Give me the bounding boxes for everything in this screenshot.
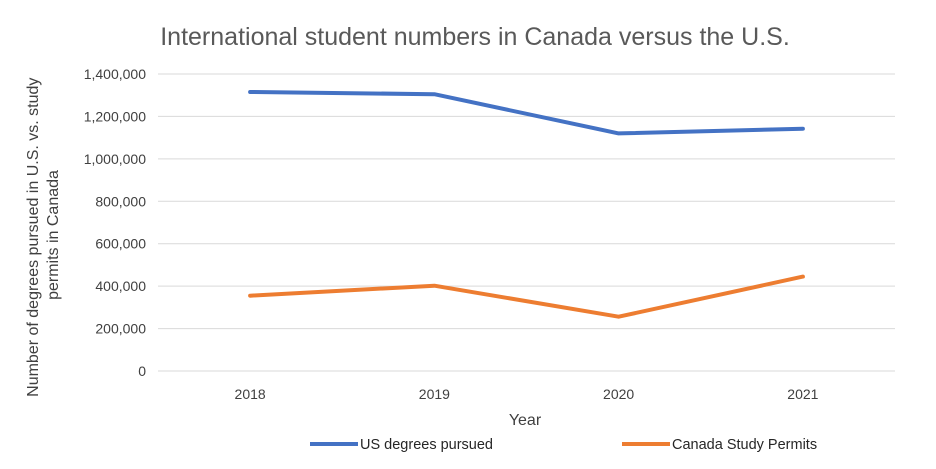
y-tick-label: 600,000 bbox=[95, 236, 146, 252]
y-tick-label: 1,400,000 bbox=[84, 66, 146, 82]
x-tick-label: 2019 bbox=[419, 386, 450, 402]
legend: US degrees pursued Canada Study Permits bbox=[310, 437, 817, 453]
legend-label-1: US degrees pursued bbox=[360, 437, 493, 453]
series-line-2 bbox=[248, 274, 805, 319]
x-tick-label: 2018 bbox=[235, 386, 266, 402]
y-axis-title-line-1: Number of degrees pursued in U.S. vs. st… bbox=[25, 78, 42, 397]
series-line-1 bbox=[248, 90, 805, 136]
legend-label-2: Canada Study Permits bbox=[672, 437, 817, 453]
y-tick-label: 1,000,000 bbox=[84, 151, 146, 167]
y-tick-label: 400,000 bbox=[95, 278, 146, 294]
x-tick-label: 2020 bbox=[603, 386, 634, 402]
x-axis-tick-labels: 2018 2019 2020 2021 bbox=[235, 386, 819, 402]
y-axis-title-line-2: permits in Canada bbox=[45, 170, 62, 300]
y-tick-label: 1,200,000 bbox=[84, 108, 146, 124]
gridlines bbox=[158, 73, 895, 372]
y-tick-label: 200,000 bbox=[95, 321, 146, 337]
chart-title: International student numbers in Canada … bbox=[160, 23, 790, 51]
series-lines bbox=[248, 90, 805, 319]
y-axis-title: Number of degrees pursued in U.S. vs. st… bbox=[25, 73, 62, 397]
y-tick-label: 0 bbox=[138, 363, 146, 379]
x-axis-title: Year bbox=[509, 412, 542, 429]
y-tick-label: 800,000 bbox=[95, 193, 146, 209]
x-tick-label: 2021 bbox=[787, 386, 818, 402]
y-axis-tick-labels: 0 200,000 400,000 600,000 800,000 1,000,000 1,… bbox=[84, 66, 147, 379]
